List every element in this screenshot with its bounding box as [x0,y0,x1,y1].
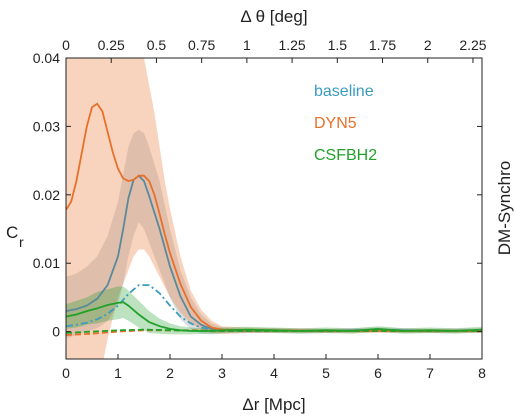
x-axis-label: Δr [Mpc] [242,395,305,414]
top-tick-label: 1 [243,37,251,53]
series-line-4 [66,301,482,332]
x-tick-label: 2 [166,365,174,381]
x-tick-label: 0 [62,365,70,381]
series-lines [66,102,482,336]
band-1 [66,129,482,339]
top-tick-label: 0.25 [98,37,125,53]
top-tick-label: 0 [62,37,70,53]
band-4 [66,286,482,335]
top-tick-label: 2.25 [459,37,486,53]
confidence-bands [66,58,482,359]
side-label: DM-Synchro [495,161,514,255]
series-line-5 [66,328,482,334]
x-tick-label: 8 [478,365,486,381]
top-axis-label: Δ θ [deg] [240,7,307,26]
y-tick-label: 0 [52,324,60,340]
legend-baseline: baseline [314,83,374,100]
y-axis-label-subscript: r [19,234,24,250]
legend-csfbh2: CSFBH2 [314,147,377,164]
x-tick-label: 3 [218,365,226,381]
x-axis-ticks: 0 1 2 3 4 5 6 7 8 [62,354,486,381]
y-tick-label: 0.01 [33,255,60,271]
top-tick-label: 1.25 [278,37,305,53]
x-tick-label: 6 [374,365,382,381]
x-tick-label: 5 [322,365,330,381]
legend: baseline DYN5 CSFBH2 [314,83,377,164]
top-tick-label: 0.5 [147,37,167,53]
y-axis-label-main: C [6,223,18,242]
top-tick-label: 1.75 [369,37,396,53]
top-axis-ticks: 0 0.25 0.5 0.75 1 1.25 1.5 1.75 2 2.25 [62,37,487,63]
top-tick-label: 1.5 [328,37,348,53]
y-axis-ticks: 0 0.01 0.02 0.03 0.04 [33,50,482,340]
x-tick-label: 7 [426,365,434,381]
top-tick-label: 2 [424,37,432,53]
band-2 [66,58,482,359]
top-tick-label: 0.75 [188,37,215,53]
x-tick-label: 4 [270,365,278,381]
y-tick-label: 0.03 [33,118,60,134]
y-axis-label: C r [6,223,24,250]
y-tick-label: 0.02 [33,187,60,203]
legend-dyn5: DYN5 [314,115,357,132]
y-tick-label: 0.04 [33,50,60,66]
x-tick-label: 1 [114,365,122,381]
